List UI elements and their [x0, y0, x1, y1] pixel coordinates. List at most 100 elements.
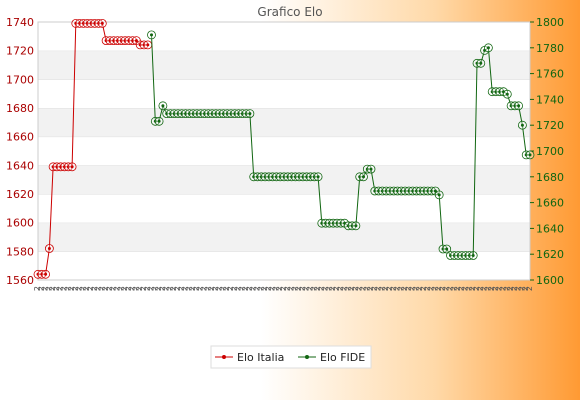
x-tick-label: 2 [438, 286, 447, 291]
data-point-core-elo-fide [505, 92, 509, 96]
x-tick-label: 2 [158, 286, 167, 291]
x-tick-label: 2 [112, 286, 121, 291]
x-tick-label: 2 [124, 286, 133, 291]
x-tick-label: 2 [260, 286, 269, 291]
x-tick-label: 2 [268, 286, 277, 291]
x-tick-label: 2 [101, 286, 110, 291]
left-tick-label: 1680 [6, 102, 34, 115]
data-point-core-elo-fide [479, 61, 483, 65]
x-tick-label: 2 [453, 286, 462, 291]
x-tick-label: 2 [366, 286, 375, 291]
x-tick-label: 2 [302, 286, 311, 291]
x-tick-label: 2 [230, 286, 239, 291]
right-tick-label: 1640 [536, 222, 564, 235]
data-point-core-elo-fide [483, 48, 487, 52]
data-point-core-elo-italia [44, 272, 48, 276]
x-tick-label: 2 [109, 286, 118, 291]
x-tick-label: 2 [94, 286, 103, 291]
x-tick-label: 2 [321, 286, 330, 291]
x-tick-label: 2 [131, 286, 140, 291]
x-tick-label: 2 [343, 286, 352, 291]
x-tick-label: 2 [476, 286, 485, 291]
data-point-core-elo-fide [343, 221, 347, 225]
left-tick-label: 1640 [6, 159, 34, 172]
data-point-core-elo-fide [517, 104, 521, 108]
legend-box [210, 345, 372, 369]
x-tick-label: 2 [328, 286, 337, 291]
x-tick-label: 2 [480, 286, 489, 291]
x-tick-label: 2 [203, 286, 212, 291]
x-tick-label: 2 [234, 286, 243, 291]
data-point-core-elo-fide [354, 224, 358, 228]
x-tick-label: 2 [249, 286, 258, 291]
data-point-core-elo-fide [528, 153, 532, 157]
x-tick-label: 2 [188, 286, 197, 291]
right-axis-ticks: 1600 1620 1640 1660 1680 1700 1720 1740 1760 1780… [530, 16, 564, 287]
x-tick-label: 2 [351, 286, 360, 291]
x-tick-label: 2 [427, 286, 436, 291]
x-tick-label: 2 [355, 286, 364, 291]
x-tick-label: 2 [430, 286, 439, 291]
x-tick-label: 2 [41, 286, 50, 291]
data-point-core-elo-fide [445, 247, 449, 251]
grid-bands [37, 21, 531, 281]
x-tick-label: 2 [408, 286, 417, 291]
x-tick-label: 2 [283, 286, 292, 291]
data-point-core-elo-fide [502, 90, 505, 94]
x-tick-label: 2 [33, 286, 42, 291]
x-tick-label: 2 [215, 286, 224, 291]
left-tick-label: 1740 [6, 16, 34, 29]
x-tick-label: 2 [82, 286, 91, 291]
x-tick-label: 2 [491, 286, 500, 291]
x-tick-label: 2 [305, 286, 314, 291]
x-tick-label: 2 [169, 286, 178, 291]
x-tick-label: 2 [434, 286, 443, 291]
x-tick-label: 2 [150, 286, 159, 291]
data-point-core-elo-fide [316, 175, 320, 179]
data-point-core-elo-italia [100, 21, 104, 25]
x-tick-label: 2 [487, 286, 496, 291]
x-tick-label: 2 [256, 286, 265, 291]
right-tick-label: 1600 [536, 274, 564, 287]
x-tick-label: 2 [294, 286, 303, 291]
x-tick-label: 2 [419, 286, 428, 291]
x-tick-label: 2 [222, 286, 231, 291]
x-tick-label: 2 [446, 286, 455, 291]
legend-italia-marker [222, 355, 226, 359]
x-tick-label: 2 [44, 286, 53, 291]
x-tick-label: 2 [200, 286, 209, 291]
x-tick-label: 2 [449, 286, 458, 291]
right-tick-label: 1780 [536, 42, 564, 55]
x-tick-label: 2 [347, 286, 356, 291]
right-tick-label: 1720 [536, 119, 564, 132]
x-tick-label: 2 [377, 286, 386, 291]
data-point-core-elo-italia [47, 247, 51, 250]
x-tick-label: 2 [502, 286, 511, 291]
x-tick-label: 2 [279, 286, 288, 291]
legend-italia-label: Elo Italia [237, 351, 284, 364]
left-axis-ticks: 1560 1580 1600 1620 1640 1660 1680 1700 1720 1740 [6, 16, 34, 287]
x-tick-label: 2 [139, 286, 148, 291]
x-tick-label: 2 [336, 286, 345, 291]
x-axis-ticks: 2222222222222222222222222222222222222222… [33, 286, 534, 291]
x-tick-label: 2 [362, 286, 371, 291]
x-tick-label: 2 [290, 286, 299, 291]
x-tick-label: 2 [56, 286, 65, 291]
x-tick-label: 2 [332, 286, 341, 291]
data-point-core-elo-fide [157, 119, 161, 123]
right-tick-label: 1620 [536, 248, 564, 261]
data-point-core-elo-italia [146, 43, 150, 47]
x-tick-label: 2 [120, 286, 129, 291]
x-tick-label: 2 [499, 286, 508, 291]
grid-band [38, 108, 530, 137]
right-tick-label: 1700 [536, 145, 564, 158]
left-tick-label: 1600 [6, 217, 34, 230]
x-tick-label: 2 [63, 286, 72, 291]
x-tick-label: 2 [71, 286, 80, 291]
left-tick-label: 1700 [6, 73, 34, 86]
x-tick-label: 2 [241, 286, 250, 291]
x-tick-label: 2 [521, 286, 530, 291]
x-tick-label: 2 [264, 286, 273, 291]
x-tick-label: 2 [495, 286, 504, 291]
